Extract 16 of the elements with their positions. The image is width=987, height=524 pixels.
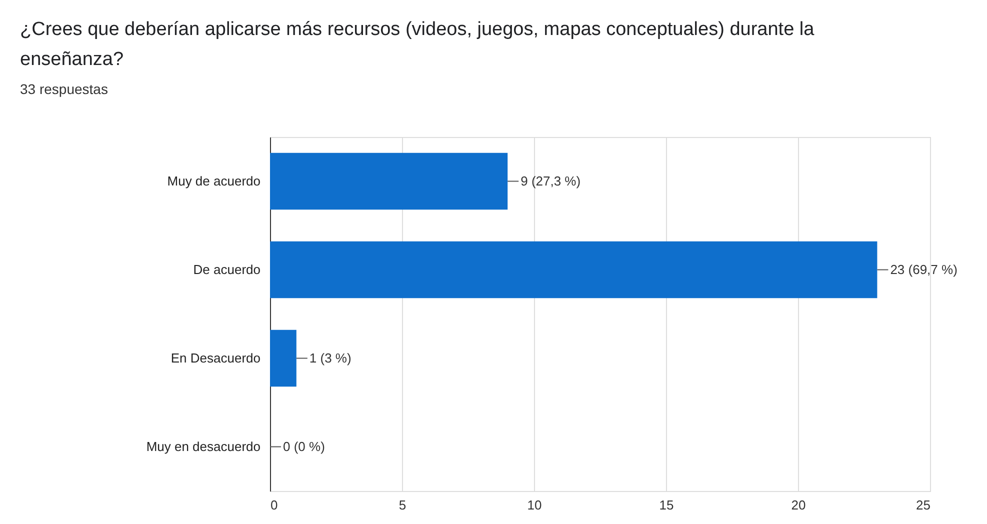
- data-label: 1 (3 %): [309, 350, 352, 366]
- y-tick-label: Muy en desacuerdo: [146, 438, 260, 454]
- y-tick-label: En Desacuerdo: [170, 350, 260, 366]
- chart-title: ¿Crees que deberían aplicarse más recursos (videos, juegos, mapas conceptuales) durante la enseñanza?: [20, 19, 815, 70]
- y-tick-label: Muy de acuerdo: [167, 173, 260, 188]
- x-tick-label: 0: [270, 498, 278, 512]
- x-tick-label: 5: [398, 498, 406, 512]
- data-label: 23 (69,7 %): [890, 262, 958, 277]
- x-tick-label: 15: [659, 498, 674, 512]
- x-tick-label: 20: [791, 498, 806, 512]
- x-tick-label: 10: [527, 498, 542, 512]
- data-label: 0 (0 %): [283, 438, 325, 454]
- data-label: 9 (27,3 %): [520, 173, 581, 188]
- x-tick-label: 25: [916, 498, 930, 512]
- text: 33 respuestas: [20, 81, 108, 97]
- y-tick-label: De acuerdo: [193, 262, 260, 277]
